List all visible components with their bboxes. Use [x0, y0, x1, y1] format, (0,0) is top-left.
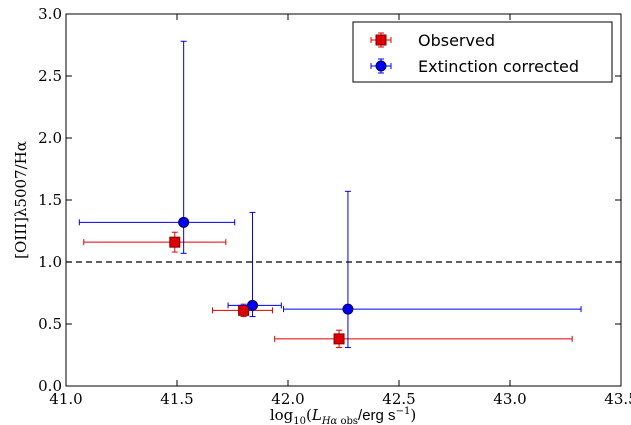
data-point-circle — [246, 299, 258, 311]
y-tick-label: 0.0 — [38, 377, 62, 395]
y-tick-label: 3.0 — [38, 5, 62, 23]
series-extinction-corrected — [78, 40, 582, 349]
y-tick-label: 1.5 — [38, 191, 62, 209]
legend: Observed Extinction corrected — [352, 21, 613, 83]
y-tick-label: 0.5 — [38, 315, 62, 333]
data-point-circle — [342, 303, 354, 315]
x-tick-label: 42.5 — [382, 390, 415, 408]
x-tick-label: 41.0 — [49, 390, 82, 408]
data-point-square — [333, 333, 345, 345]
x-tick-label: 42.0 — [271, 390, 304, 408]
x-axis-label: log10(LHα obs/erg s−1) — [270, 406, 416, 425]
legend-marker-square — [375, 34, 387, 46]
legend-label: Extinction corrected — [418, 57, 579, 76]
legend-label: Observed — [418, 31, 495, 50]
legend-box — [352, 21, 613, 83]
y-tick-label: 1.0 — [38, 253, 62, 271]
legend-marker-circle — [375, 60, 387, 72]
legend-entry: Observed — [370, 31, 495, 50]
y-tick-label: 2.5 — [38, 67, 62, 85]
data-point-square — [169, 236, 181, 248]
data-point-circle — [178, 216, 190, 228]
series-layer — [78, 40, 582, 349]
y-axis-label: [OIII]λ5007/Hα — [12, 141, 30, 259]
y-tick-label: 2.0 — [38, 129, 62, 147]
x-tick-label: 41.5 — [160, 390, 193, 408]
data-point-square — [238, 304, 250, 316]
x-tick-label: 43.5 — [604, 390, 631, 408]
x-tick-label: 43.0 — [493, 390, 526, 408]
tick-layer: 41.0 41.5 42.0 42.5 43.0 43.5 0.0 0.5 1.0 1.5 2.0 2… — [38, 5, 631, 408]
legend-entry: Extinction corrected — [370, 57, 579, 76]
